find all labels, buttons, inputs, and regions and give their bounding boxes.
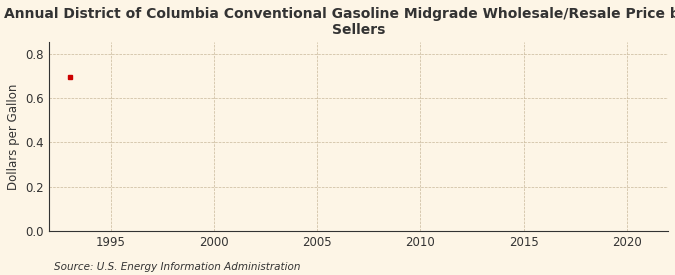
Text: Source: U.S. Energy Information Administration: Source: U.S. Energy Information Administ… — [54, 262, 300, 272]
Title: Annual District of Columbia Conventional Gasoline Midgrade Wholesale/Resale Pric: Annual District of Columbia Conventional… — [3, 7, 675, 37]
Y-axis label: Dollars per Gallon: Dollars per Gallon — [7, 84, 20, 190]
